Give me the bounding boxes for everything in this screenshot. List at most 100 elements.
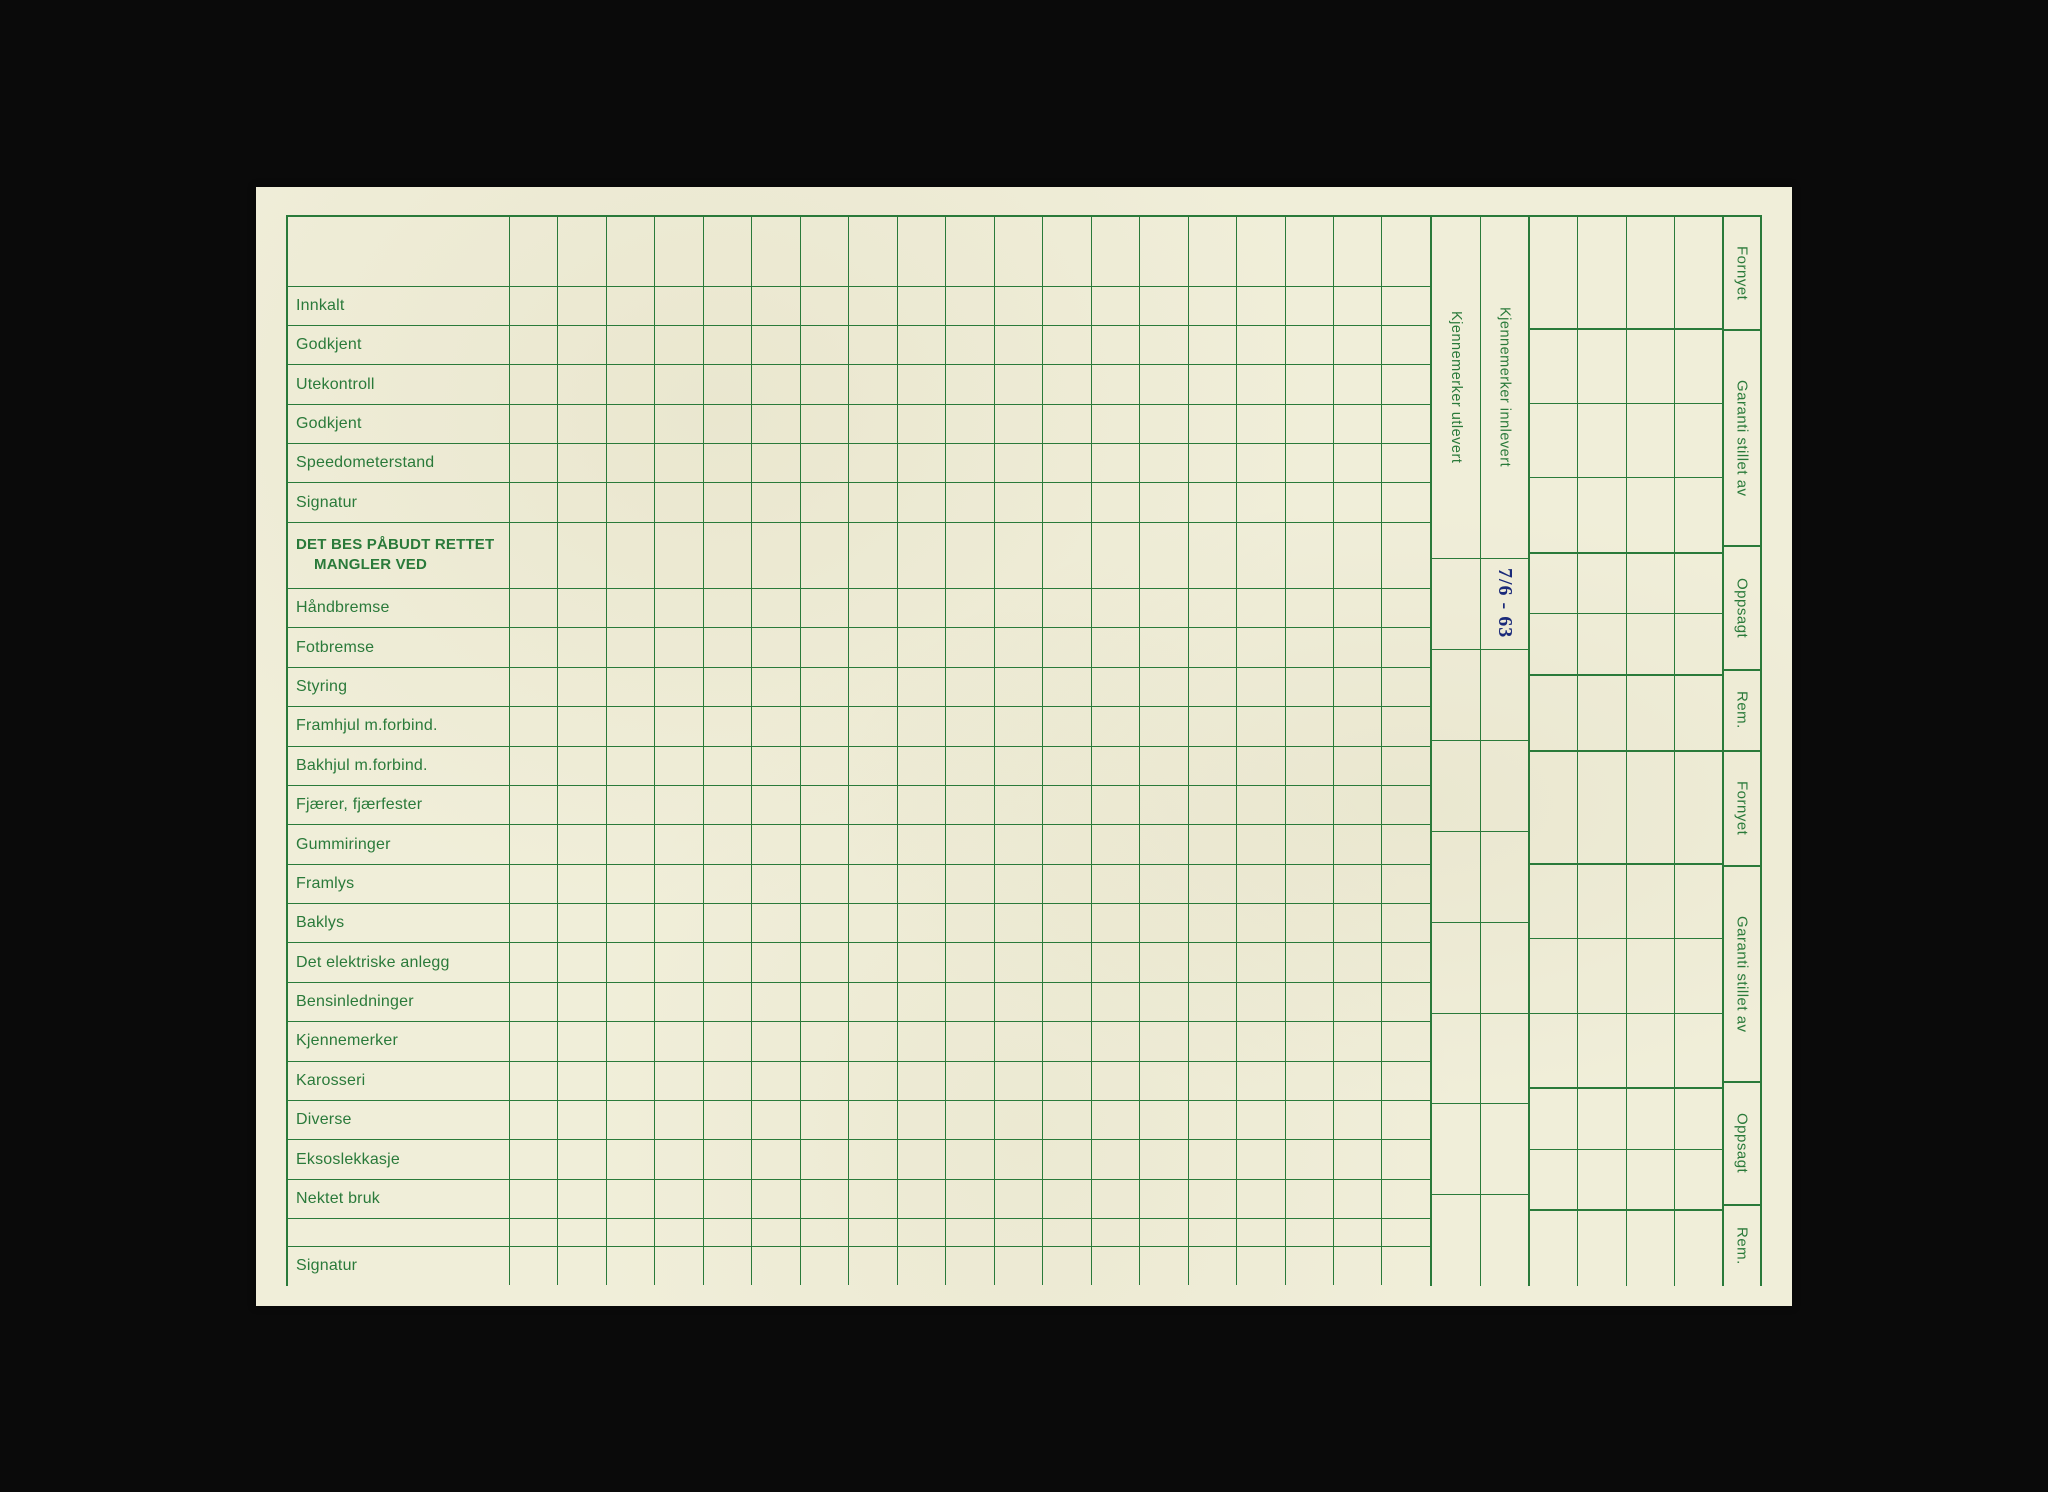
grid-cell [1382, 1180, 1429, 1218]
grid-cell [1043, 365, 1091, 403]
form-frame: Innkalt Godkjent Utekontroll Godkjent Sp… [286, 215, 1762, 1286]
grid-cell [607, 1180, 655, 1218]
vlabel-garanti-2: Garanti stillet av [1724, 867, 1760, 1083]
row-godkjent2: Godkjent [288, 405, 1430, 444]
grid-cell [1140, 365, 1188, 403]
row-speedometer: Speedometerstand [288, 444, 1430, 483]
grid-cell [946, 904, 994, 942]
right-cell [1627, 478, 1675, 551]
grid-cell [1140, 825, 1188, 863]
grid-cell [752, 1022, 800, 1060]
grid-cell [1286, 326, 1334, 364]
grid-cell [704, 904, 752, 942]
right-cell [1530, 554, 1578, 614]
grid-cell [752, 326, 800, 364]
grid-cell [510, 1247, 558, 1285]
mid-cell [1432, 832, 1480, 923]
grid-cell [946, 668, 994, 706]
grid-cell [1382, 825, 1429, 863]
right-cell [1675, 554, 1722, 614]
grid-cell [704, 825, 752, 863]
grid-cell [849, 405, 897, 443]
grid-cell [655, 1140, 703, 1178]
label-karosseri: Karosseri [288, 1062, 510, 1100]
grid-cell [607, 1022, 655, 1060]
grid-cell [898, 1219, 946, 1246]
right-cell [1530, 217, 1578, 328]
row-baklys: Baklys [288, 904, 1430, 943]
grid-cell [1334, 707, 1382, 745]
grid-cell [946, 628, 994, 666]
grid-cell [1140, 707, 1188, 745]
right-cell [1578, 1150, 1626, 1210]
grid-cell [1382, 1101, 1429, 1139]
grid-cell [607, 483, 655, 521]
grid-cell [558, 287, 606, 325]
grid-cell [558, 1140, 606, 1178]
grid-cell [995, 747, 1043, 785]
right-cell [1578, 478, 1626, 551]
grid-cell [1043, 1247, 1091, 1285]
mid-cell [1481, 1014, 1529, 1105]
grid-cell [1237, 904, 1285, 942]
grid-cell [1286, 1022, 1334, 1060]
row-elektrisk: Det elektriske anlegg [288, 943, 1430, 982]
grid-cell [1189, 1140, 1237, 1178]
grid-cell [1043, 904, 1091, 942]
grid-cell [1043, 405, 1091, 443]
right-block-5 [1530, 752, 1722, 865]
grid-cell [1092, 523, 1140, 588]
grid-cell [849, 983, 897, 1021]
grid-cell [801, 825, 849, 863]
grid-cell [1140, 904, 1188, 942]
grid-cell [704, 483, 752, 521]
row-godkjent1: Godkjent [288, 326, 1430, 365]
grid-cell [1043, 1101, 1091, 1139]
grid-cell [704, 1022, 752, 1060]
right-cell [1578, 614, 1626, 674]
grid-cell [752, 523, 800, 588]
mid-cell [1432, 650, 1480, 741]
label-signatur1: Signatur [288, 483, 510, 521]
grid-cell [752, 1062, 800, 1100]
grid-cell [801, 865, 849, 903]
grid-cell [849, 1247, 897, 1285]
grid-cell [1092, 1219, 1140, 1246]
grid-cell [898, 1022, 946, 1060]
grid-cell [946, 217, 994, 286]
grid-cell [607, 1062, 655, 1100]
label-godkjent2: Godkjent [288, 405, 510, 443]
grid-cell [1237, 628, 1285, 666]
grid-cell [1140, 1180, 1188, 1218]
grid-cell [801, 287, 849, 325]
grid-cell [1286, 1247, 1334, 1285]
grid-cell [510, 1062, 558, 1100]
grid-cell [752, 747, 800, 785]
grid-cell [1043, 983, 1091, 1021]
grid-cell [1140, 1062, 1188, 1100]
grid-cell [1334, 1101, 1382, 1139]
right-cell [1627, 752, 1675, 863]
grid-cell [510, 1022, 558, 1060]
grid-cell [995, 405, 1043, 443]
right-cell [1530, 865, 1578, 938]
grid-cell [995, 825, 1043, 863]
grid-cell [655, 287, 703, 325]
grid-cell [946, 1062, 994, 1100]
mid-cell [1481, 923, 1529, 1014]
grid-cell [510, 1180, 558, 1218]
grid-cell [1092, 668, 1140, 706]
grid-cell [558, 668, 606, 706]
row-framhjul: Framhjul m.forbind. [288, 707, 1430, 746]
grid-cell [849, 668, 897, 706]
grid-cell [704, 365, 752, 403]
right-block-4 [1530, 676, 1722, 752]
grid-cell [510, 444, 558, 482]
grid-cell [655, 217, 703, 286]
grid-cell [510, 1219, 558, 1246]
grid-cell [1140, 1247, 1188, 1285]
right-cell [1578, 1211, 1626, 1285]
right-block-1 [1530, 217, 1722, 330]
grid-cell [704, 747, 752, 785]
grid-cell [1334, 1180, 1382, 1218]
